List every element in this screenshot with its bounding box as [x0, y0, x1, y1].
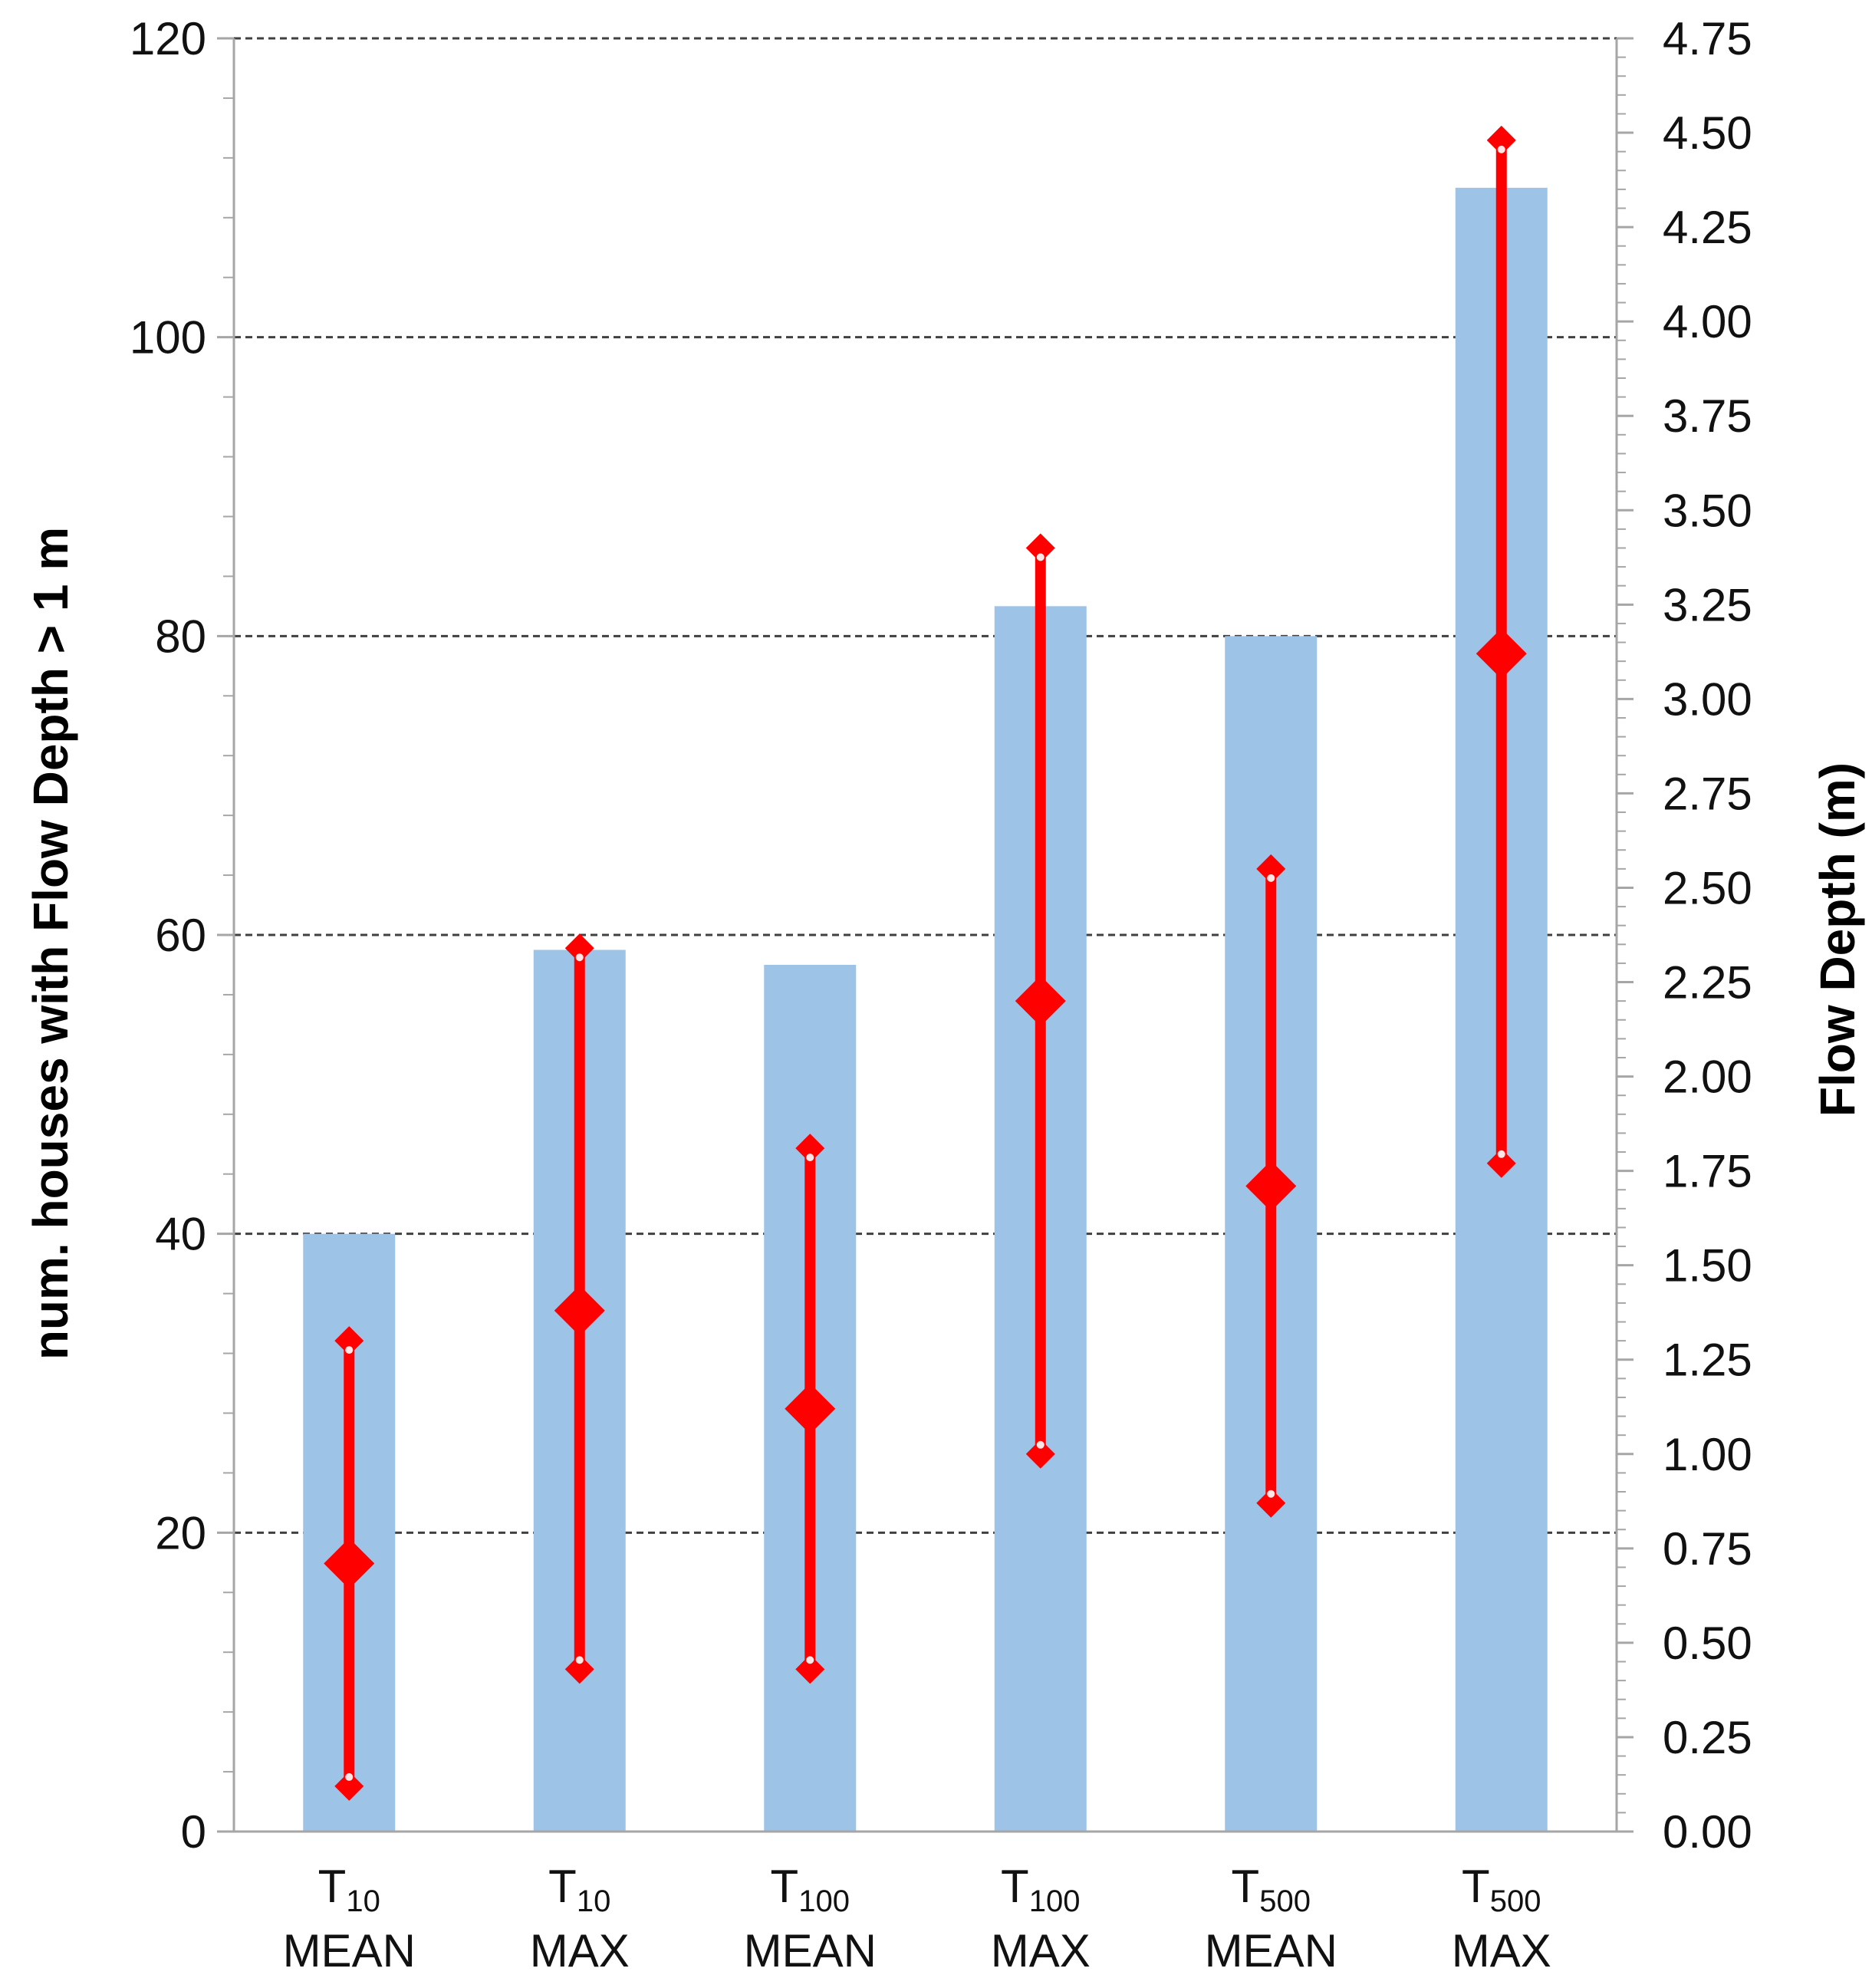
right-axis-title: Flow Depth (m) — [1810, 762, 1865, 1117]
category-symbol: T — [318, 1861, 347, 1912]
right-tick-label: 3.50 — [1663, 485, 1752, 536]
right-tick-label: 1.75 — [1663, 1146, 1752, 1197]
category-subscript: 500 — [1490, 1884, 1541, 1918]
gridlines — [234, 37, 1617, 1534]
category-symbol: T — [1462, 1861, 1490, 1912]
low-marker-dot-1 — [575, 1656, 584, 1664]
category-labels: T10MEANT10MAXT100MEANT100MAXT500MEANT500… — [283, 1861, 1551, 1976]
category-subscript: 500 — [1259, 1884, 1311, 1918]
right-tick-label: 0.00 — [1663, 1806, 1752, 1858]
right-tick-label: 3.75 — [1663, 390, 1752, 442]
right-tick-label: 2.75 — [1663, 768, 1752, 819]
low-marker-dot-2 — [806, 1656, 814, 1664]
high-marker-0 — [334, 1326, 364, 1356]
right-tick-label: 1.00 — [1663, 1429, 1752, 1480]
category-subscript: 100 — [798, 1884, 850, 1918]
high-marker-4 — [1256, 854, 1286, 884]
category-stat-5: MAX — [1452, 1925, 1551, 1976]
center-marker-2 — [785, 1383, 836, 1434]
right-axis-ticks: 0.00 0.25 0.50 0.75 1.00 1.25 1.50 1.75 2.00 2.25… — [1617, 13, 1752, 1858]
category-symbol: T — [771, 1861, 799, 1912]
right-tick-label: 4.75 — [1663, 13, 1752, 64]
left-tick-label: 80 — [155, 611, 206, 662]
center-marker-3 — [1015, 976, 1066, 1027]
right-tick-label: 4.50 — [1663, 107, 1752, 159]
high-marker-dot-5 — [1497, 145, 1505, 153]
left-tick-label: 40 — [155, 1209, 206, 1260]
low-marker-5 — [1486, 1148, 1516, 1178]
right-tick-label: 3.00 — [1663, 673, 1752, 725]
category-subscript: 10 — [577, 1884, 611, 1918]
left-tick-label: 100 — [130, 312, 206, 364]
category-stat-3: MAX — [991, 1925, 1091, 1976]
bar-series — [303, 187, 1548, 1832]
category-symbol: T — [1232, 1861, 1260, 1912]
category-subscript: 100 — [1029, 1884, 1081, 1918]
category-stat-2: MEAN — [744, 1925, 877, 1976]
high-marker-2 — [795, 1134, 825, 1164]
flow-depth-series — [324, 125, 1527, 1801]
category-label-0: T10 — [318, 1861, 380, 1918]
category-label-4: T500 — [1232, 1861, 1311, 1918]
category-label-1: T10 — [548, 1861, 610, 1918]
category-stat-0: MEAN — [283, 1925, 416, 1976]
low-marker-4 — [1256, 1488, 1286, 1518]
center-marker-5 — [1476, 628, 1527, 680]
category-stat-4: MEAN — [1205, 1925, 1337, 1976]
high-marker-dot-2 — [806, 1154, 814, 1162]
high-marker-dot-0 — [345, 1346, 354, 1354]
high-marker-1 — [564, 933, 594, 963]
high-marker-3 — [1025, 533, 1055, 563]
low-marker-dot-4 — [1267, 1489, 1275, 1498]
category-symbol: T — [548, 1861, 577, 1912]
low-marker-dot-0 — [345, 1772, 354, 1781]
low-marker-1 — [564, 1654, 594, 1684]
left-axis-ticks: 0 20 40 60 80 100 120 — [130, 13, 234, 1858]
category-label-2: T100 — [771, 1861, 850, 1918]
right-tick-label: 4.00 — [1663, 296, 1752, 347]
right-tick-label: 4.25 — [1663, 202, 1752, 253]
low-marker-dot-5 — [1497, 1150, 1505, 1158]
high-marker-dot-1 — [575, 953, 584, 962]
right-tick-label: 2.25 — [1663, 957, 1752, 1009]
left-tick-label: 20 — [155, 1507, 206, 1558]
left-tick-label: 60 — [155, 910, 206, 961]
right-tick-label: 0.75 — [1663, 1523, 1752, 1575]
right-tick-label: 1.25 — [1663, 1335, 1752, 1386]
category-subscript: 10 — [346, 1884, 380, 1918]
category-label-5: T500 — [1462, 1861, 1541, 1918]
center-marker-1 — [554, 1285, 605, 1336]
category-symbol: T — [1001, 1861, 1029, 1912]
left-axis-title: num. houses with Flow Depth > 1 m — [23, 527, 78, 1360]
low-marker-0 — [334, 1771, 364, 1801]
center-marker-0 — [324, 1538, 375, 1589]
right-tick-label: 0.25 — [1663, 1712, 1752, 1763]
high-marker-5 — [1486, 125, 1516, 155]
low-marker-dot-3 — [1036, 1440, 1045, 1449]
right-tick-label: 2.00 — [1663, 1052, 1752, 1103]
high-marker-dot-3 — [1036, 553, 1045, 561]
category-label-3: T100 — [1001, 1861, 1080, 1918]
left-tick-label: 120 — [130, 13, 206, 64]
right-tick-label: 1.50 — [1663, 1240, 1752, 1292]
center-marker-4 — [1245, 1160, 1297, 1212]
low-marker-2 — [795, 1654, 825, 1684]
right-tick-label: 0.50 — [1663, 1618, 1752, 1669]
low-marker-3 — [1025, 1439, 1055, 1469]
right-tick-label: 3.25 — [1663, 579, 1752, 630]
right-tick-label: 2.50 — [1663, 862, 1752, 913]
category-stat-1: MAX — [530, 1925, 630, 1976]
high-marker-dot-4 — [1267, 874, 1275, 882]
left-tick-label: 0 — [181, 1806, 206, 1858]
